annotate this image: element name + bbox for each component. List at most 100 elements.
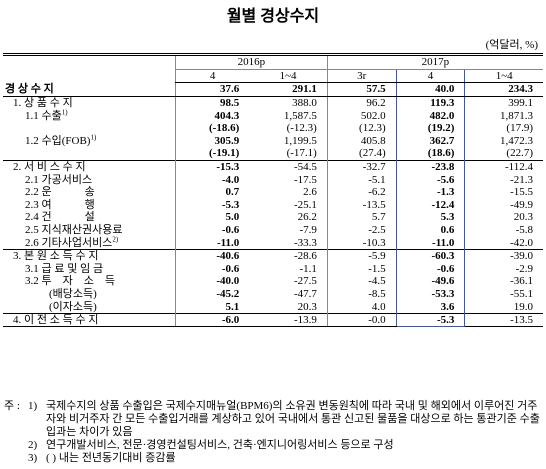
value-cell: -0.0 <box>326 312 397 328</box>
value-cell: -2.9 <box>515 262 533 275</box>
value-cell: -112.4 <box>464 159 543 174</box>
column-header: 1~4 <box>249 69 328 84</box>
table-row: (-18.6) (-12.3) (12.3) (19.2) (17.9) <box>3 121 543 135</box>
value-cell: 1,871.3 <box>500 109 533 122</box>
value-cell: 20.3 <box>513 211 533 224</box>
value-cell: -28.6 <box>249 248 328 263</box>
value-cell: -15.5 <box>510 186 533 199</box>
value-cell: -0.6 <box>395 262 466 276</box>
row-label <box>3 147 176 160</box>
value-cell: -55.1 <box>510 287 533 300</box>
value-cell: -7.9 <box>299 224 317 237</box>
value-cell: -1.1 <box>299 262 317 275</box>
value-cell: -4.0 <box>175 173 250 186</box>
value-cell: 57.5 <box>326 82 397 97</box>
value-cell: 1,587.5 <box>283 109 317 122</box>
value-cell: 405.8 <box>326 134 397 148</box>
value-cell: 362.7 <box>395 134 466 148</box>
column-header: 3r <box>326 69 397 84</box>
value-cell: -4.5 <box>326 275 397 288</box>
row-label: 1. 상 품 수 지 <box>3 96 176 109</box>
value-cell: -23.8 <box>395 159 466 174</box>
value-cell: -40.6 <box>175 248 250 263</box>
value-cell: (-18.6) <box>175 121 250 135</box>
column-header: 1~4 <box>464 69 543 84</box>
row-label-text: 4. 이 전 소 득 수 지 <box>13 314 99 327</box>
row-label: 1.2 수입(FOB)1) <box>3 133 176 148</box>
row-label-text: 2.4 건 설 <box>25 211 95 224</box>
value-cell: -1.5 <box>326 262 397 276</box>
value-cell: -0.6 <box>175 223 250 237</box>
table-row: (-19.1) (-17.1) (27.4) (18.6) (22.7) <box>3 147 543 161</box>
value-cell: 291.1 <box>249 82 328 97</box>
value-cell: (-19.1) <box>175 147 250 161</box>
value-cell: (19.2) <box>395 121 466 135</box>
value-cell: -0.6 <box>175 262 250 276</box>
value-cell: -32.7 <box>326 159 397 174</box>
value-cell: 305.9 <box>175 134 250 148</box>
value-cell: 5.7 <box>326 211 397 224</box>
value-cell: -60.3 <box>395 248 466 263</box>
row-label-text: 3. 본 원 소 득 수 지 <box>13 250 99 263</box>
value-cell: (27.4) <box>326 147 397 161</box>
row-label: 3.2 투 자 소 득 <box>3 275 176 288</box>
value-cell: 482.0 <box>395 109 466 122</box>
value-cell: 5.0 <box>175 211 250 224</box>
notes: 주 : 1) 국제수지의 상품 수출입은 국제수지매뉴얼(BPM6)의 소유권 변동… <box>4 400 542 465</box>
value-cell: 26.2 <box>297 211 317 224</box>
value-cell: -2.5 <box>326 223 397 237</box>
table-row: 2.1 가공서비스 -4.0 -17.5 -5.1 -5.6 -21.3 <box>3 173 543 186</box>
value-cell: -47.7 <box>293 287 317 300</box>
value-cell: -5.9 <box>326 248 397 263</box>
value-cell: -40.0 <box>175 275 250 288</box>
column-header: 4 <box>395 68 466 84</box>
row-label-text: 2.1 가공서비스 <box>25 173 93 186</box>
value-cell: 37.6 <box>175 82 250 97</box>
value-cell: -25.1 <box>293 198 317 211</box>
row-label-text: (배당소득) <box>49 287 97 300</box>
table-row: 1. 상 품 수 지 98.5 388.0 96.2 119.3 399.1 <box>3 96 543 110</box>
table-row: 2.3 여 행 -5.3 -25.1 -13.5 -12.4 -49.9 <box>3 198 543 212</box>
row-label: 경 상 수 지 <box>3 82 176 97</box>
value-cell: 1,472.3 <box>500 134 533 147</box>
value-cell: 96.2 <box>326 96 397 110</box>
row-label-text: 1.2 수입(FOB) <box>25 134 91 147</box>
value-cell: -45.2 <box>175 287 250 301</box>
header-row: 2016p 2017p <box>3 52 543 83</box>
value-cell: -49.6 <box>395 275 466 288</box>
value-cell: 0.7 <box>175 185 250 199</box>
note: 2) 연구개발서비스, 전문·경영컨설팅서비스, 건축·엔지니어링서비스 등으로 … <box>4 439 542 452</box>
value-cell: (-17.1) <box>286 147 317 160</box>
row-label: 2.4 건 설 <box>3 211 176 224</box>
value-cell: -13.9 <box>249 312 328 328</box>
note: 3) ( ) 내는 전년동기대비 증감률 <box>4 452 542 465</box>
value-cell: -5.3 <box>175 198 250 212</box>
value-cell: -6.2 <box>326 185 397 199</box>
value-cell: (18.6) <box>395 147 466 161</box>
note-text: 연구개발서비스, 전문·경영컨설팅서비스, 건축·엔지니어링서비스 등으로 구성 <box>46 439 394 451</box>
table-row: 2.4 건 설 5.0 26.2 5.7 5.3 20.3 <box>3 211 543 224</box>
value-cell: -39.0 <box>464 248 543 263</box>
value-cell: 502.0 <box>326 109 397 122</box>
row-label-text: 1.1 수출 <box>25 109 62 122</box>
row-label-text: (이자소득) <box>49 300 97 313</box>
table-row: 4. 이 전 소 득 수 지 -6.0 -13.9 -0.0 -5.3 -13.5 <box>3 312 543 328</box>
value-cell: -11.0 <box>395 236 466 250</box>
value-cell: 388.0 <box>292 97 317 110</box>
value-cell: -5.8 <box>515 224 533 237</box>
value-cell: 98.5 <box>175 96 250 110</box>
footnote-ref: 1) <box>90 133 97 142</box>
value-cell: 20.3 <box>297 300 317 313</box>
table-row: 3. 본 원 소 득 수 지 -40.6 -28.6 -5.9 -60.3 -39.0 <box>3 248 543 263</box>
row-label: 3. 본 원 소 득 수 지 <box>3 248 176 263</box>
value-cell: -6.0 <box>175 312 250 328</box>
value-cell: -53.3 <box>395 287 466 301</box>
value-cell: -15.3 <box>175 159 250 174</box>
table-row: 2. 서 비 스 수 지 -15.3 -54.5 -32.7 -23.8 -112.4 <box>3 159 543 174</box>
row-label: 3.1 급 료 및 임 금 <box>3 263 176 276</box>
value-cell: 1,199.5 <box>283 134 317 147</box>
value-cell: -42.0 <box>510 236 533 249</box>
row-label: 1.1 수출1) <box>3 109 176 122</box>
row-label: 2.3 여 행 <box>3 199 176 212</box>
